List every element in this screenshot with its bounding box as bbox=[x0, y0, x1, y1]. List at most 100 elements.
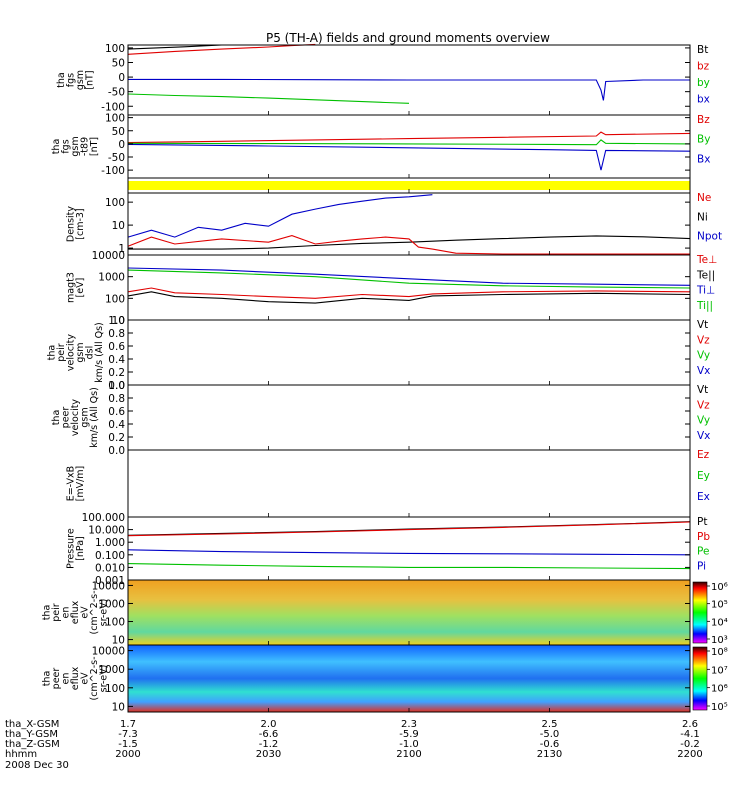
colorbar bbox=[692, 581, 708, 644]
y-tick-label: 0.8 bbox=[108, 393, 125, 405]
series-Pi bbox=[127, 549, 691, 556]
y-axis-label: Density bbox=[65, 206, 76, 242]
legend-by: by bbox=[697, 77, 710, 89]
y-tick-label: 0.0 bbox=[108, 445, 125, 457]
legend-Bz: Bz bbox=[697, 114, 710, 126]
legend-By: By bbox=[697, 134, 710, 146]
ephemeris-value: 2.6 bbox=[682, 719, 698, 730]
series-bx bbox=[128, 78, 690, 101]
y-axis-label: km/s (All Qs) bbox=[94, 322, 105, 383]
y-axis-label: [nPa] bbox=[75, 536, 86, 561]
colorbar-label: 10⁶ bbox=[711, 582, 728, 593]
legend-Te⊥: Te⊥ bbox=[696, 254, 717, 266]
legend-Vz: Vz bbox=[697, 334, 710, 346]
series-Bt bbox=[127, 44, 222, 50]
y-axis-label: magt3 bbox=[65, 272, 76, 303]
panel-frame bbox=[127, 516, 691, 581]
y-tick-label: 100 bbox=[105, 617, 125, 629]
series-Pb bbox=[127, 521, 691, 537]
legend-Vz: Vz bbox=[697, 399, 710, 411]
panel-peer_vel: 1.00.80.60.40.20.0thapeervelocitygsmkm/s… bbox=[51, 380, 710, 457]
ephemeris-value: 2.0 bbox=[261, 719, 277, 730]
y-tick-label: 0 bbox=[118, 139, 125, 151]
y-axis-label: sr-eV) bbox=[99, 599, 110, 627]
series-Ti|| bbox=[127, 269, 691, 289]
y-tick-label: 10000 bbox=[92, 250, 125, 262]
panel-frame bbox=[127, 449, 691, 518]
ephemeris-value: 2100 bbox=[396, 749, 421, 760]
y-tick-label: 1 bbox=[118, 243, 125, 255]
series-Te|| bbox=[127, 291, 691, 304]
y-tick-label: 1.0 bbox=[108, 315, 125, 327]
colorbar-label: 10⁵ bbox=[711, 702, 728, 713]
legend-Ni: Ni bbox=[697, 211, 708, 223]
ephemeris-value: 2200 bbox=[677, 749, 702, 760]
legend-Ey: Ey bbox=[697, 470, 710, 482]
legend-Pe: Pe bbox=[697, 546, 709, 558]
panel-peir_spec: 10⁶ 10⁵ 10⁴ 10³ 10000 1000 100 10 thapeireneflux… bbox=[42, 579, 728, 647]
legend-Vx: Vx bbox=[697, 365, 710, 377]
y-tick-label: -100 bbox=[101, 165, 125, 177]
y-tick-label: 100.000 bbox=[82, 512, 125, 524]
panel-frame bbox=[127, 114, 691, 179]
legend-Vx: Vx bbox=[697, 430, 710, 442]
y-tick-label: 10000 bbox=[92, 646, 125, 658]
y-axis-label: tha bbox=[46, 345, 57, 361]
y-axis-label: tha bbox=[51, 139, 62, 155]
legend-Vt: Vt bbox=[697, 384, 708, 396]
ephemeris-value: -5.9 bbox=[399, 729, 419, 740]
y-tick-label: 0.6 bbox=[108, 341, 125, 353]
y-axis-label: tha bbox=[42, 605, 53, 621]
y-axis-label: gsm bbox=[75, 70, 86, 90]
panel-frame bbox=[127, 192, 691, 256]
series-Pt bbox=[127, 521, 691, 536]
panel-efield: E=-VxB[mV/m] Ez Ey Ex bbox=[65, 449, 710, 518]
y-axis-label: tha bbox=[56, 72, 67, 88]
ephemeris-value: -1.2 bbox=[259, 739, 279, 750]
colorbar bbox=[692, 646, 708, 711]
legend-bz: bz bbox=[697, 61, 710, 73]
y-axis-label: velocity bbox=[70, 399, 81, 437]
y-axis-label: tha bbox=[51, 410, 62, 426]
y-tick-label: 100 bbox=[105, 43, 125, 55]
y-tick-label: -50 bbox=[108, 87, 125, 99]
y-axis-label: Pressure bbox=[65, 528, 76, 569]
panel-flag bbox=[127, 177, 691, 194]
legend-Bx: Bx bbox=[697, 153, 710, 165]
ephemeris-value: -1.5 bbox=[118, 739, 138, 750]
ephemeris-value: -0.6 bbox=[540, 739, 560, 750]
y-axis-label: [nT] bbox=[84, 70, 95, 89]
y-axis-label: fgs bbox=[65, 73, 76, 87]
panel-peir_vel: 1.00.80.60.40.20.0thapeirvelocitygsmdslk… bbox=[46, 315, 710, 392]
legend-Pt: Pt bbox=[697, 516, 707, 528]
y-tick-label: 1000 bbox=[98, 664, 125, 676]
legend-Ez: Ez bbox=[697, 449, 710, 461]
y-tick-label: 100 bbox=[105, 293, 125, 305]
legend-Bt: Bt bbox=[697, 44, 708, 56]
y-axis-label: peer bbox=[51, 668, 62, 690]
y-tick-label: 10 bbox=[112, 220, 125, 232]
legend-Pb: Pb bbox=[697, 531, 710, 543]
legend-Te||: Te|| bbox=[696, 269, 715, 281]
y-axis-label: peir bbox=[56, 343, 67, 362]
y-axis-label: (cm^2-s- bbox=[89, 591, 100, 635]
ephemeris-value: 2030 bbox=[256, 749, 281, 760]
y-axis-label: en bbox=[61, 673, 72, 685]
series-by bbox=[127, 93, 410, 104]
panel-peer_spec: 10⁸ 10⁷ 10⁶ 10⁵ 10000 1000 100 10 thapeereneflux… bbox=[42, 644, 728, 713]
y-axis-label: peir bbox=[51, 603, 62, 622]
series-Ti⊥ bbox=[127, 267, 691, 286]
y-tick-label: 100 bbox=[105, 197, 125, 209]
ephemeris-value: -4.1 bbox=[680, 729, 700, 740]
y-axis-label: eflux bbox=[70, 666, 81, 690]
legend-Vy: Vy bbox=[697, 350, 710, 362]
y-axis-label: [mV/m] bbox=[75, 466, 86, 502]
ephemeris-value: 2130 bbox=[537, 749, 562, 760]
legend-Ne: Ne bbox=[697, 192, 711, 204]
legend-Npot: Npot bbox=[697, 231, 722, 243]
y-axis-label: fgs bbox=[61, 139, 72, 153]
spectrogram-image bbox=[128, 645, 690, 712]
y-tick-label: 0.010 bbox=[95, 562, 125, 574]
colorbar-label: 10⁵ bbox=[711, 600, 728, 611]
